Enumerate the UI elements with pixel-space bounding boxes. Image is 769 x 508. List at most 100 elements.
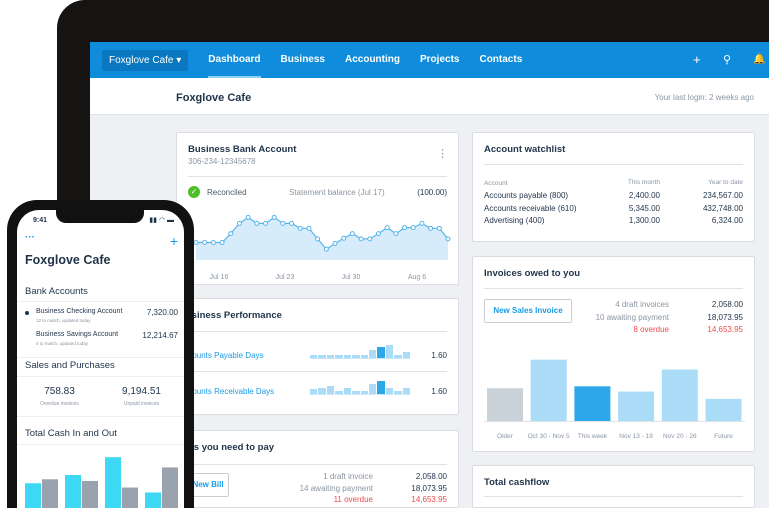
area-fill [196,217,448,260]
nav-dashboard[interactable]: Dashboard [208,42,261,78]
cash-out-bar[interactable] [122,487,138,508]
invoice-bar[interactable] [487,388,523,421]
card-title[interactable]: Business Bank Account [188,144,297,155]
invoices-owed-card: Invoices owed to you New Sales Invoice 4… [472,256,755,452]
data-point[interactable] [323,246,329,252]
data-point[interactable] [280,220,286,226]
account-value: 12,214.67 [142,331,178,340]
data-point[interactable] [349,231,355,237]
data-point[interactable] [289,220,295,226]
data-point[interactable] [315,236,321,242]
stat-label: Overdue invoices [40,401,79,407]
business-performance-card: Business Performance Accounts Payable Da… [176,298,459,415]
summary-value: 18,073.95 [411,483,447,493]
data-point[interactable] [219,240,225,246]
org-switcher[interactable]: Foxglove Cafe ▾ [102,49,189,71]
data-point[interactable] [228,231,234,237]
data-point[interactable] [393,231,399,237]
data-point[interactable] [297,225,303,231]
watchlist-account[interactable]: Accounts payable (800) [484,191,569,200]
data-point[interactable] [375,231,381,237]
data-point[interactable] [341,235,347,241]
cash-in-bar[interactable] [145,492,161,508]
stat-value: 758.83 [44,386,75,397]
data-point[interactable] [419,220,425,226]
data-point[interactable] [306,225,312,231]
summary-label[interactable]: 14 awaiting payment [299,483,373,493]
data-point[interactable] [367,236,373,242]
sparkline-bar [326,354,335,358]
category-label: Nov 20 - 26 [663,433,697,440]
watchlist-this-month: 1,300.00 [628,216,660,225]
sparkline-bar [394,354,402,358]
nav-contacts[interactable]: Contacts [479,54,523,65]
sparkline-bar [402,387,411,394]
performance-label[interactable]: Accounts Receivable Days [179,387,275,396]
sparkline-bar [343,354,352,358]
plus-icon[interactable]: + [693,52,701,67]
check-icon: ✓ [188,186,200,198]
invoice-bar[interactable] [705,398,742,421]
cash-in-bar[interactable] [65,475,81,508]
invoice-bar[interactable] [618,391,655,421]
cash-in-bar[interactable] [25,483,41,508]
summary-label[interactable]: 1 draft invoice [323,472,373,481]
sparkline-bar [377,346,385,358]
summary-label[interactable]: 8 overdue [633,325,669,334]
data-point[interactable] [202,240,208,246]
card-title[interactable]: Business Performance [179,310,282,321]
data-point[interactable] [445,236,451,242]
nav-accounting[interactable]: Accounting [345,54,400,65]
data-point[interactable] [358,236,364,242]
watchlist-account[interactable]: Advertising (400) [484,216,545,225]
summary-label[interactable]: 11 overdue [333,495,373,504]
bills-card: Bills you need to pay New Bill 1 draft i… [176,430,459,508]
bell-icon[interactable]: 🔔 [753,54,766,65]
more-icon[interactable]: ⋮ [437,148,448,160]
status-time: 9:41 [33,217,48,224]
signal-battery-icon: ▮▮ ◠ ▬ [149,217,174,224]
data-point[interactable] [436,225,442,231]
data-point[interactable] [210,240,216,246]
nav-projects[interactable]: Projects [420,54,460,65]
data-point[interactable] [410,225,416,231]
data-point[interactable] [332,241,338,246]
data-point[interactable] [254,220,260,226]
data-point[interactable] [402,225,408,231]
data-point[interactable] [236,220,242,226]
data-point[interactable] [428,225,434,231]
data-point[interactable] [263,220,269,226]
invoice-bar[interactable] [574,386,611,421]
summary-label[interactable]: 4 draft invoices [615,300,669,309]
cash-in-bar[interactable] [105,457,121,508]
plus-icon[interactable]: + [169,233,178,249]
category-label: Future [714,433,733,440]
invoice-bar[interactable] [530,359,567,421]
new-sales-invoice-button[interactable]: New Sales Invoice [484,299,572,323]
summary-label[interactable]: 10 awaiting payment [595,312,669,322]
sparkline-bar [402,351,411,358]
card-title[interactable]: Account watchlist [484,144,566,155]
performance-label[interactable]: Accounts Payable Days [179,351,264,360]
account-name[interactable]: Business Checking Account [36,308,123,315]
nav-business[interactable]: Business [280,54,325,65]
cash-out-bar[interactable] [42,479,58,508]
data-point[interactable] [193,240,199,246]
card-title[interactable]: Bills you need to pay [179,442,275,453]
watchlist-account[interactable]: Accounts receivable (610) [484,203,577,213]
data-point[interactable] [271,214,277,220]
more-icon[interactable]: ··· [25,232,35,243]
data-point[interactable] [384,225,390,231]
cash-out-bar[interactable] [162,467,178,508]
search-icon[interactable]: ⚲ [723,54,732,66]
card-title[interactable]: Invoices owed to you [484,268,581,279]
cash-out-bar[interactable] [82,480,98,508]
sparkline-bar [360,354,368,358]
statement-value: (100.00) [417,188,447,197]
watchlist-ytd: 6,324.00 [711,216,743,225]
invoice-bar[interactable] [661,369,698,421]
data-point[interactable] [245,214,251,220]
sparkline-bar [377,381,385,394]
account-name[interactable]: Business Savings Account [36,331,119,338]
card-title[interactable]: Total cashflow [484,477,550,488]
